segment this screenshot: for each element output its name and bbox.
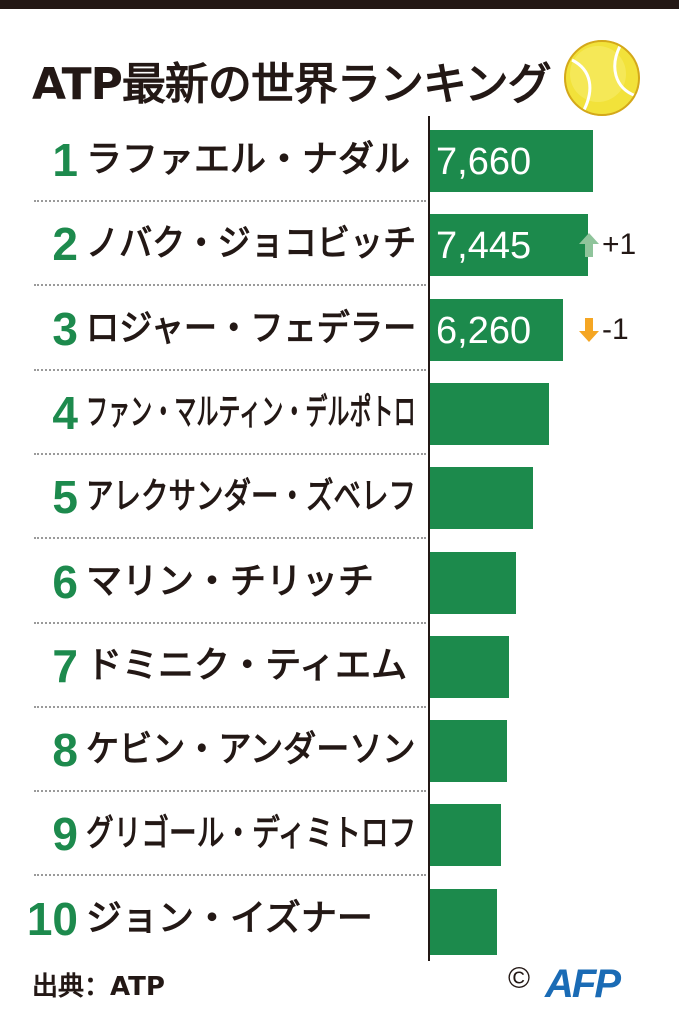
rank-change-text: -1	[602, 312, 629, 346]
rank-number: 2	[52, 218, 78, 271]
bar-value-label: 7,445	[436, 225, 532, 268]
ranking-row: 5 アレクサンダー・ズベレフ	[0, 455, 679, 540]
bar-value-label: 6,260	[436, 309, 532, 352]
row-divider	[34, 200, 426, 202]
chart-title: ATP最新の世界ランキング	[32, 59, 552, 110]
ranking-row: 8 ケビン・アンダーソン	[0, 708, 679, 793]
player-name: マリン・チリッチ	[86, 560, 375, 602]
row-divider	[34, 874, 426, 877]
bar-value-label: 7,660	[436, 141, 532, 183]
row-divider	[34, 621, 426, 624]
player-name: ジョン・イズナー	[86, 897, 373, 939]
row-divider	[34, 537, 426, 540]
row-divider	[34, 368, 426, 371]
rank-change-text: +1	[602, 228, 637, 262]
ranking-bar	[430, 888, 497, 955]
ranking-row: 4 ファン・マルティン・デルポトロ	[0, 371, 679, 455]
copyright-mark: ©	[508, 962, 531, 995]
tennis-ball-icon	[564, 40, 640, 116]
ranking-row: 1 ラファエル・ナダル	[0, 118, 679, 202]
ranking-row: 2 ノバク・ジョコビッチ	[0, 202, 679, 287]
bar-axis-line	[428, 116, 430, 961]
row-divider	[34, 284, 426, 287]
arrow-down-icon	[579, 317, 599, 342]
rank-change-indicator: +1	[578, 225, 636, 265]
afp-logo: AFP	[545, 962, 621, 1006]
source-note: 出典：ATP	[32, 972, 165, 1002]
rank-number: 4	[52, 386, 78, 439]
rank-number: 9	[52, 808, 78, 861]
ranking-bar	[430, 467, 533, 530]
rank-change-indicator: -1	[578, 310, 629, 350]
player-name: グリゴール・ディミトロフ	[86, 813, 417, 855]
ranking-bar	[430, 720, 508, 783]
ranking-row: 6 マリン・チリッチ	[0, 540, 679, 624]
player-name: ファン・マルティン・デルポトロ	[86, 391, 416, 433]
rank-number: 5	[52, 471, 78, 524]
row-divider	[34, 705, 426, 708]
rank-number: 10	[26, 892, 78, 945]
row-divider	[34, 452, 426, 455]
rank-number: 8	[52, 724, 78, 777]
ranking-bar	[430, 382, 549, 445]
ranking-row: 9 グリゴール・ディミトロフ	[0, 792, 679, 877]
player-name: アレクサンダー・ズベレフ	[86, 476, 417, 518]
ranking-bar	[430, 635, 509, 698]
ranking-row: 10 ジョン・イズナー	[0, 877, 679, 961]
ranking-bar	[430, 551, 517, 614]
row-divider	[34, 790, 426, 793]
player-name: ノバク・ジョコビッチ	[86, 223, 417, 265]
ranking-bar	[430, 214, 589, 277]
rank-number: 3	[52, 302, 78, 355]
ranking-bar	[430, 298, 563, 361]
rank-number: 6	[52, 555, 78, 608]
rank-number: 7	[52, 639, 78, 692]
player-name: ケビン・アンダーソン	[86, 729, 416, 771]
rank-number: 1	[52, 134, 78, 186]
top-rule	[0, 0, 679, 9]
ranking-row: 7 ドミニク・ティエム	[0, 624, 679, 708]
arrow-up-icon	[579, 233, 599, 258]
ranking-bar	[430, 130, 593, 192]
ranking-row: 3 ロジャー・フェデラー	[0, 287, 679, 371]
player-name: ドミニク・ティエム	[86, 644, 408, 686]
ranking-bar	[430, 804, 501, 867]
player-name: ラファエル・ナダル	[86, 139, 411, 180]
player-name: ロジャー・フェデラー	[86, 307, 417, 349]
